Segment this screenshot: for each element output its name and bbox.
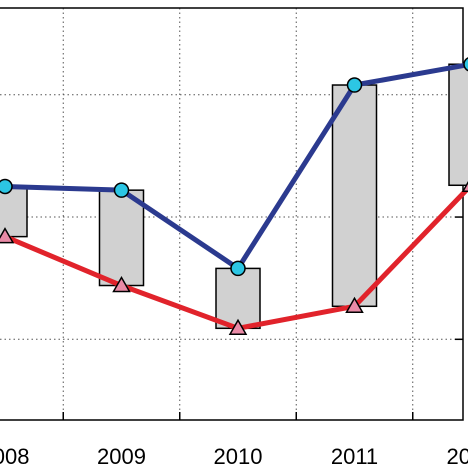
marker	[228, 318, 248, 336]
range-box	[331, 84, 378, 308]
marker	[113, 182, 130, 198]
x-tick-label: 2009	[97, 444, 146, 468]
marker	[461, 181, 468, 193]
marker	[230, 260, 246, 277]
x-tick-label: 2010	[214, 444, 263, 468]
range-box	[215, 267, 261, 330]
marker	[345, 296, 364, 314]
marker	[463, 57, 468, 72]
x-tick-label: 2008	[0, 444, 29, 468]
marker	[346, 77, 363, 93]
marker	[0, 178, 13, 195]
series-line	[4, 62, 468, 271]
x-tick-label: 2012	[447, 444, 468, 468]
x-tick-label: 2011	[331, 444, 378, 468]
marker	[112, 276, 131, 293]
plot-frame	[0, 7, 464, 421]
range-box	[98, 189, 145, 287]
range-box	[448, 63, 468, 187]
marker	[0, 227, 15, 244]
